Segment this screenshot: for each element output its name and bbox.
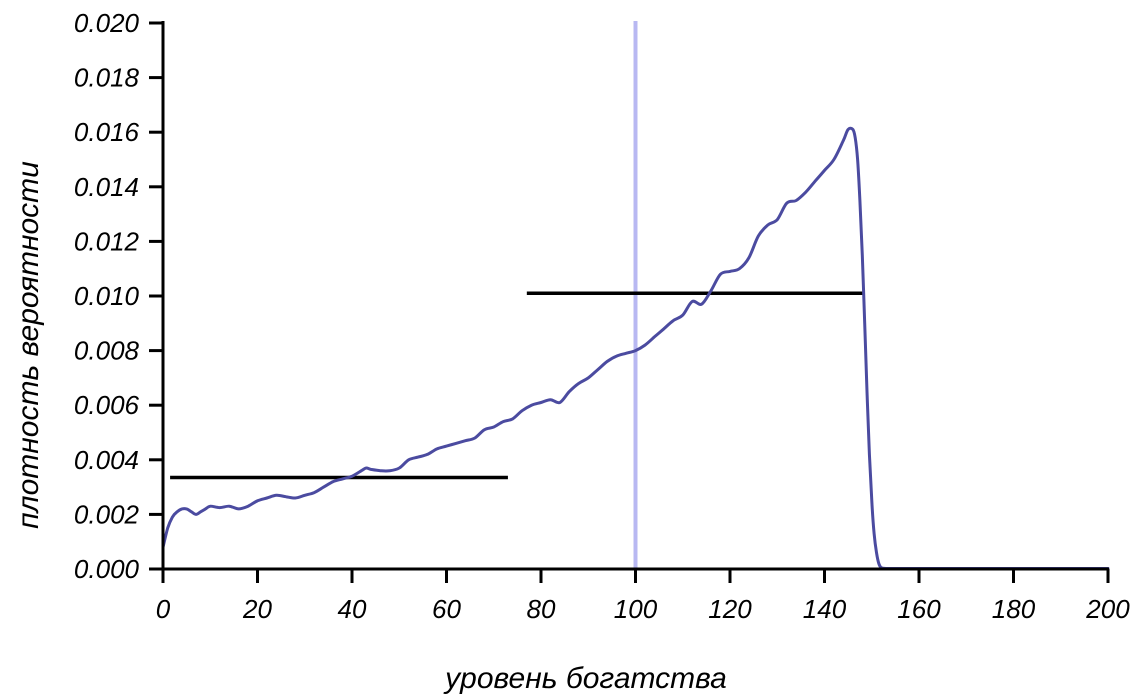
y-tick-label: 0.004 [74,445,139,475]
x-tick-label: 120 [708,594,752,624]
y-tick-label: 0.008 [74,336,140,366]
y-tick-labels: 0.000 0.002 0.004 0.006 0.008 0.010 0.012 0.014… [74,8,140,584]
y-axis-title: плотность вероятности [12,161,45,529]
x-tick-label: 80 [527,594,556,624]
x-tick-label: 200 [1085,594,1130,624]
x-tick-label: 20 [242,594,272,624]
density-curve [161,126,1110,571]
x-tick-labels: 0 20 40 60 80 100 120 140 160 180 200 [156,594,1130,624]
x-tick-label: 100 [614,594,658,624]
y-tick-label: 0.014 [74,172,139,202]
y-tick-label: 0.012 [74,226,140,256]
y-tick-label: 0.016 [74,117,140,147]
y-tick-label: 0.000 [74,554,140,584]
horizontal-reference-lines [170,291,865,480]
x-tick-label: 60 [432,594,461,624]
y-tick-label: 0.018 [74,63,140,93]
x-tick-label: 0 [156,594,171,624]
x-tick-label: 140 [803,594,847,624]
y-tick-label: 0.002 [74,499,140,529]
x-tick-label: 160 [897,594,941,624]
x-tick-label: 180 [992,594,1036,624]
y-tick-label: 0.020 [74,8,140,38]
y-tick-label: 0.010 [74,281,140,311]
x-axis-title: уровень богатства [443,662,727,695]
x-tick-label: 40 [338,594,367,624]
axes [149,21,1110,583]
y-tick-label: 0.006 [74,390,140,420]
